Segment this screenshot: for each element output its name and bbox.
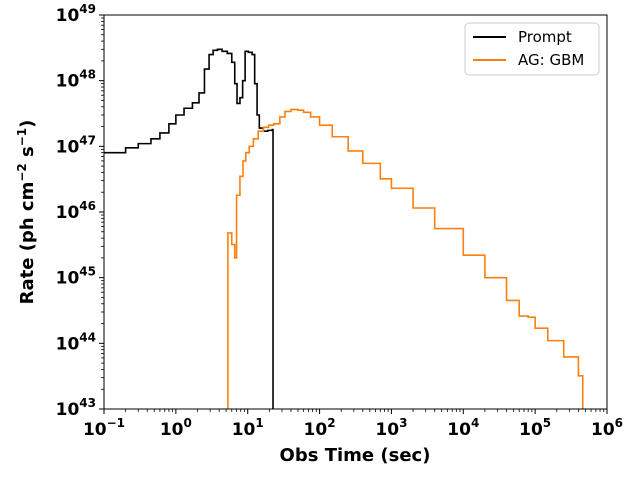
legend: Prompt AG: GBM [464, 22, 600, 76]
x-tick-label: 104 [447, 416, 479, 440]
y-tick-label: 1049 [56, 2, 96, 26]
x-axis-label: Obs Time (sec) [280, 445, 431, 466]
x-tick-label: 105 [519, 416, 551, 440]
y-tick-label: 1047 [56, 133, 96, 157]
y-axis-label-end: ) [17, 120, 38, 128]
y-axis-label-mid: s [17, 146, 38, 163]
y-tick-label: 1044 [56, 330, 96, 354]
y-tick-label: 1046 [56, 199, 96, 223]
series-layer [104, 48, 584, 409]
y-axis-label-exp2: −1 [15, 128, 29, 146]
y-tick-label: 1045 [56, 265, 96, 289]
x-tick-label: 100 [160, 416, 192, 440]
x-tick-label: 102 [304, 416, 336, 440]
legend-label-prompt: Prompt [518, 28, 572, 46]
y-axis-label-main: Rate (ph cm [17, 182, 38, 305]
y-tick-label: 1048 [56, 68, 96, 92]
series-prompt-line [104, 48, 274, 409]
x-tick-label: 101 [232, 416, 264, 440]
y-axis-label: Rate (ph cm−2 s−1) [15, 120, 38, 305]
x-tick-label: 10−1 [83, 416, 125, 440]
y-axis: 1043 1044 1045 1046 1047 1048 1049 [56, 2, 104, 420]
series-ag-gbm-line [227, 108, 584, 409]
plot-area [104, 15, 607, 409]
x-tick-label: 106 [591, 416, 623, 440]
x-axis: 10−1 100 101 102 103 104 105 106 [83, 409, 623, 440]
y-axis-label-exp1: −2 [15, 163, 29, 181]
legend-label-ag-gbm: AG: GBM [518, 51, 584, 69]
x-tick-label: 103 [375, 416, 407, 440]
y-tick-label: 1043 [56, 396, 96, 420]
